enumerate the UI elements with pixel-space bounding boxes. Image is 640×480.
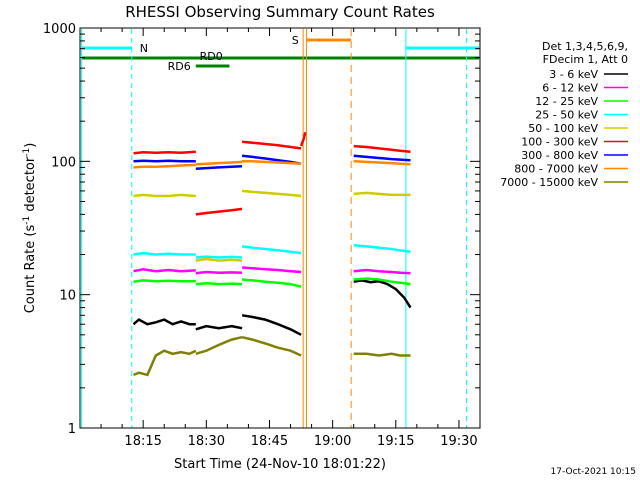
series-line [353, 279, 412, 309]
y-tick-label: 10 [59, 289, 76, 304]
series-line [133, 163, 196, 169]
y-tick-label: 1000 [43, 22, 76, 37]
y-tick-label: 1 [68, 422, 76, 437]
series-line [241, 189, 302, 198]
rd0-flag-label: RD0 [200, 50, 223, 63]
series-line [241, 140, 302, 150]
legend-entry-label: 6 - 12 keV [542, 82, 598, 95]
rd6-flag-label: RD6 [168, 60, 191, 73]
night-flag-label: N [140, 42, 148, 55]
flag-bars: N S RD0 RD6 [81, 34, 480, 73]
series-line [241, 245, 302, 255]
attenuator-lines [81, 29, 468, 428]
series-line [195, 270, 243, 275]
legend-entry-label: 12 - 25 keV [535, 95, 598, 108]
series-2: 12 - 25 keV [133, 277, 411, 288]
series-line [353, 160, 411, 166]
series-line [195, 257, 243, 262]
plot-frame [79, 27, 481, 429]
timestamp: 17-Oct-2021 10:15 [551, 467, 636, 477]
series-line [195, 324, 243, 331]
series-line [241, 314, 302, 336]
series-line [195, 207, 243, 216]
series-line [353, 144, 411, 153]
series-line [133, 193, 196, 198]
series-line [353, 243, 411, 253]
series-1: 6 - 12 keV [133, 266, 411, 275]
series-5: 100 - 300 keV [133, 132, 411, 216]
series-8: 7000 - 15000 keV [133, 335, 411, 377]
series-line [242, 160, 302, 165]
series-line [195, 335, 243, 355]
legend-entry-label: 3 - 6 keV [549, 68, 598, 81]
series-line [353, 277, 411, 286]
x-tick-label: 19:30 [440, 434, 477, 449]
series-line [241, 335, 302, 357]
legend-header: Det 1,3,4,5,6,9, [542, 40, 628, 53]
series-line [299, 132, 307, 147]
x-tick-label: 19:15 [377, 434, 414, 449]
y-axis-label: Count Rate (s-1 detector-1) [22, 143, 38, 314]
y-tick-label: 100 [51, 155, 76, 170]
legend-entry-label: 50 - 100 keV [528, 122, 598, 135]
x-tick-label: 19:00 [314, 434, 351, 449]
legend-header: FDecim 1, Att 0 [543, 53, 628, 66]
legend-entry-label: 25 - 50 keV [535, 109, 598, 122]
series-line [133, 150, 196, 155]
series-line [133, 279, 196, 283]
series-line [195, 255, 243, 259]
series-line [353, 191, 411, 197]
series-line [132, 318, 196, 326]
series-line [195, 164, 243, 170]
series-line [133, 268, 196, 273]
axis-ticks: 18:15 18:30 18:45 19:00 19:15 19:30 1 10 100 1000 [43, 22, 481, 449]
legend: Det 1,3,4,5,6,9,FDecim 1, Att 0 3 - 6 keV… [500, 40, 628, 189]
series-layer: 3 - 6 keV 6 - 12 keV 12 - 25 keV 25 - 50 ke… [132, 132, 412, 377]
series-line [353, 154, 411, 162]
legend-entry-label: 800 - 7000 keV [514, 163, 598, 176]
series-line [241, 278, 302, 288]
series-7: 800 - 7000 keV [133, 160, 411, 169]
series-0: 3 - 6 keV [132, 279, 412, 336]
legend-entry-label: 100 - 300 keV [521, 136, 598, 149]
legend-entry-label: 7000 - 15000 keV [500, 176, 598, 189]
x-tick-label: 18:30 [188, 434, 225, 449]
x-tick-label: 18:45 [251, 434, 288, 449]
series-line [133, 349, 197, 377]
series-line [195, 160, 243, 166]
series-3: 25 - 50 keV [133, 243, 411, 259]
series-6: 300 - 800 keV [133, 154, 411, 170]
series-line [353, 268, 411, 275]
x-tick-label: 18:15 [124, 434, 161, 449]
chart-title: RHESSI Observing Summary Count Rates [125, 3, 435, 21]
x-axis-label: Start Time (24-Nov-10 18:01:22) [174, 457, 386, 472]
series-line [133, 251, 196, 256]
legend-entry-label: 300 - 800 keV [521, 149, 598, 162]
series-line [133, 159, 196, 163]
series-line [195, 281, 243, 286]
saa-flag-label: S [292, 34, 299, 47]
series-line [242, 266, 302, 274]
series-4: 50 - 100 keV [133, 189, 411, 262]
series-line [353, 352, 411, 357]
